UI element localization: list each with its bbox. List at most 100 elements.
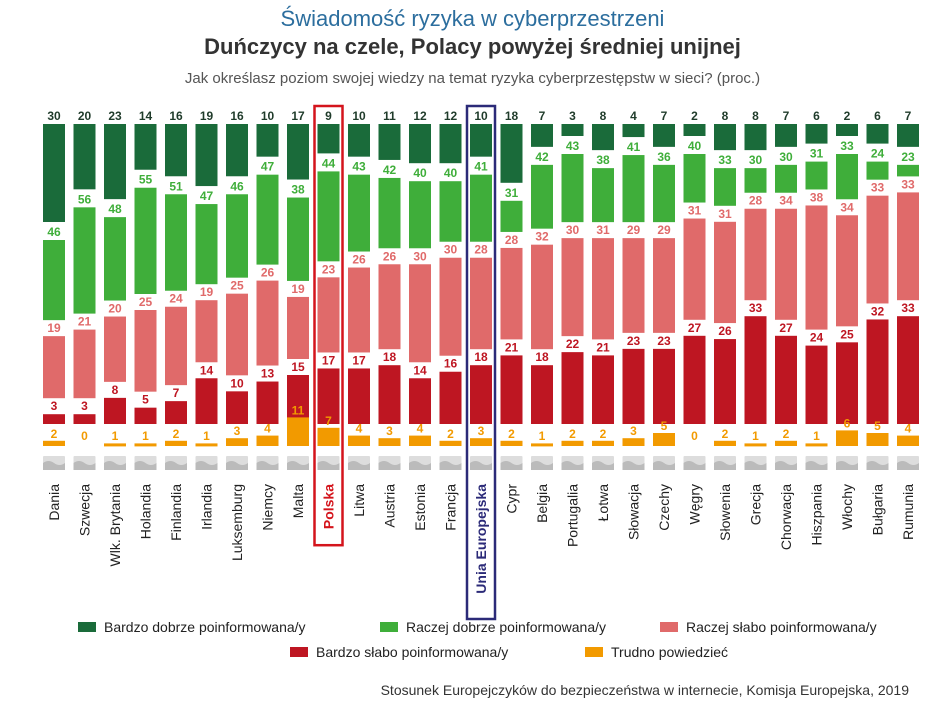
value-label-very-well: 6	[813, 109, 820, 123]
flag-icon	[195, 456, 218, 470]
bar-very-well	[195, 124, 218, 187]
value-label-very-well: 10	[261, 109, 275, 123]
bar-very-poor	[378, 365, 401, 424]
bar-very-poor	[775, 335, 797, 424]
bar-dont-know	[500, 440, 523, 446]
bar-fairly-well	[805, 161, 828, 190]
bar-very-poor	[287, 375, 309, 424]
value-label-fairly-well: 31	[505, 186, 519, 200]
legend-swatch	[380, 622, 398, 632]
bar-very-poor	[866, 319, 889, 424]
bar-fairly-poor	[836, 215, 858, 327]
flag-icon	[683, 456, 706, 470]
category-label: Malta	[290, 484, 306, 518]
bar-dont-know	[165, 440, 187, 446]
highlight-box-poland	[313, 104, 344, 547]
value-label-dont-know: 11	[292, 403, 305, 417]
flag-icon	[378, 456, 401, 470]
value-label-fairly-poor: 33	[901, 177, 915, 191]
bar-dont-know	[775, 440, 797, 446]
value-label-dont-know: 2	[447, 427, 454, 441]
category-label: Austria	[382, 484, 398, 528]
value-label-dont-know: 1	[112, 429, 119, 443]
value-label-fairly-well: 23	[901, 150, 915, 164]
bar-fairly-well	[287, 197, 309, 281]
bar-group-28: 7 33 33 23 4	[897, 109, 919, 446]
value-label-fairly-well: 46	[230, 179, 244, 193]
bar-very-poor	[195, 378, 218, 424]
bar-very-well	[73, 124, 96, 190]
bar-very-poor	[592, 355, 614, 424]
category-label: Chorwacja	[778, 484, 794, 550]
value-label-fairly-poor: 23	[322, 262, 336, 276]
value-label-dont-know: 3	[234, 424, 241, 438]
value-label-fairly-poor: 19	[291, 282, 305, 296]
bar-very-poor	[73, 414, 96, 424]
flag-icon	[43, 456, 65, 470]
bar-fairly-poor	[561, 238, 584, 337]
bar-dont-know	[256, 435, 279, 446]
bar-group-1: 20 3 21 56 0	[73, 109, 96, 443]
value-label-dont-know: 1	[203, 429, 210, 443]
bar-very-well	[378, 124, 401, 160]
value-label-fairly-poor: 26	[261, 266, 275, 280]
value-label-fairly-poor: 30	[444, 243, 458, 257]
bar-fairly-well	[348, 174, 370, 252]
bar-group-15: 18 21 28 31 2	[500, 109, 523, 446]
value-label-fairly-poor: 29	[657, 223, 671, 237]
value-label-fairly-well: 31	[810, 147, 824, 161]
bar-very-poor	[104, 397, 126, 424]
category-label: Unia Europejska	[473, 484, 489, 594]
flag-icon	[256, 456, 279, 470]
value-label-dont-know: 0	[691, 429, 698, 443]
bar-fairly-well	[683, 154, 706, 203]
flag-icon	[531, 456, 553, 470]
value-label-fairly-well: 41	[474, 160, 488, 174]
bar-dont-know	[653, 433, 675, 446]
value-label-very-poor: 18	[535, 350, 549, 364]
bar-very-well	[43, 124, 65, 222]
value-label-fairly-well: 24	[871, 147, 885, 161]
bar-group-24: 7 27 34 30 2	[775, 109, 797, 446]
legend-swatch	[290, 647, 308, 657]
value-label-very-poor: 18	[383, 350, 397, 364]
category-label: Węgry	[687, 484, 703, 524]
legend: Bardzo dobrze poinformowana/y Raczej dobr…	[78, 619, 877, 660]
bar-very-poor	[134, 407, 157, 424]
bar-fairly-well	[836, 154, 858, 200]
value-label-very-well: 7	[783, 109, 790, 123]
bar-fairly-poor	[165, 306, 187, 386]
flag-icon	[317, 456, 340, 470]
bar-dont-know	[836, 430, 858, 446]
bar-fairly-poor	[439, 257, 462, 356]
flag-icon	[226, 456, 248, 470]
bar-very-poor	[500, 355, 523, 424]
value-label-very-well: 18	[505, 109, 519, 123]
value-label-fairly-poor: 24	[169, 292, 183, 306]
chart-subtitle: Duńczycy na czele, Polacy powyżej średni…	[204, 34, 741, 59]
bar-dont-know	[805, 443, 828, 447]
bar-very-well	[470, 124, 492, 157]
value-label-very-well: 14	[139, 109, 153, 123]
bar-fairly-well	[866, 161, 889, 180]
bar-very-poor	[836, 342, 858, 424]
value-label-fairly-well: 33	[840, 139, 854, 153]
value-label-very-poor: 21	[505, 340, 519, 354]
value-label-fairly-poor: 19	[47, 321, 61, 335]
bar-fairly-well	[195, 204, 218, 285]
bar-fairly-well	[439, 181, 462, 242]
value-label-dont-know: 4	[356, 422, 363, 436]
bar-very-well	[134, 124, 157, 170]
bar-very-poor	[317, 368, 340, 424]
category-label: Hiszpania	[809, 484, 825, 546]
value-label-very-poor: 14	[413, 363, 427, 377]
value-label-fairly-well: 40	[444, 166, 458, 180]
value-label-very-well: 8	[600, 109, 607, 123]
flag-icon	[744, 456, 767, 470]
bar-fairly-well	[73, 207, 96, 314]
legend-label: Bardzo słabo poinformowana/y	[316, 644, 508, 660]
bar-very-well	[897, 124, 919, 147]
flag-icon	[287, 456, 309, 470]
value-label-very-poor: 32	[871, 304, 885, 318]
value-label-very-poor: 14	[200, 363, 214, 377]
